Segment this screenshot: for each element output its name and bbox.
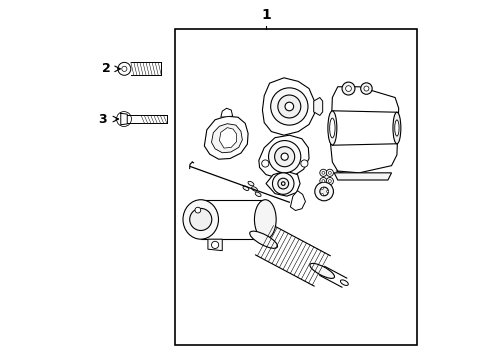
Circle shape	[268, 140, 300, 173]
Circle shape	[319, 169, 326, 176]
Circle shape	[277, 95, 300, 118]
Ellipse shape	[247, 181, 253, 186]
Ellipse shape	[243, 186, 248, 190]
Polygon shape	[330, 87, 398, 173]
Polygon shape	[207, 239, 222, 251]
Circle shape	[328, 180, 330, 183]
Polygon shape	[262, 78, 314, 135]
Polygon shape	[204, 116, 247, 159]
Circle shape	[325, 169, 333, 176]
Circle shape	[195, 207, 201, 213]
Circle shape	[319, 187, 328, 196]
Ellipse shape	[255, 192, 261, 197]
Circle shape	[321, 180, 324, 183]
Text: 2: 2	[102, 62, 111, 75]
Ellipse shape	[309, 264, 334, 278]
Bar	[174, 30, 416, 345]
Circle shape	[274, 147, 294, 167]
Text: 3: 3	[99, 113, 107, 126]
Circle shape	[261, 160, 268, 167]
Circle shape	[328, 171, 330, 174]
Ellipse shape	[327, 111, 336, 145]
Ellipse shape	[254, 200, 276, 239]
Ellipse shape	[249, 231, 277, 248]
Circle shape	[211, 241, 218, 248]
Circle shape	[270, 88, 307, 125]
Circle shape	[360, 83, 371, 94]
Circle shape	[326, 190, 328, 193]
Circle shape	[281, 153, 287, 160]
Ellipse shape	[329, 118, 334, 138]
Polygon shape	[290, 191, 305, 211]
Polygon shape	[219, 128, 236, 148]
Ellipse shape	[394, 120, 398, 136]
Polygon shape	[265, 171, 300, 196]
Circle shape	[321, 171, 324, 174]
Polygon shape	[211, 124, 242, 153]
Circle shape	[363, 86, 368, 91]
Circle shape	[314, 182, 333, 201]
Text: 1: 1	[261, 8, 270, 22]
Circle shape	[277, 178, 288, 189]
Ellipse shape	[251, 187, 257, 191]
Circle shape	[281, 182, 285, 185]
Polygon shape	[313, 98, 322, 116]
Circle shape	[285, 102, 293, 111]
Circle shape	[321, 187, 323, 189]
Polygon shape	[221, 108, 232, 117]
Polygon shape	[258, 135, 308, 178]
Circle shape	[319, 177, 326, 185]
Ellipse shape	[340, 280, 347, 285]
Ellipse shape	[392, 112, 400, 144]
Circle shape	[189, 208, 211, 230]
Circle shape	[341, 82, 354, 95]
Circle shape	[300, 160, 307, 167]
Circle shape	[325, 177, 333, 185]
Polygon shape	[333, 173, 391, 180]
Circle shape	[272, 173, 293, 194]
Circle shape	[345, 86, 351, 91]
Ellipse shape	[183, 200, 218, 239]
Circle shape	[321, 194, 323, 195]
